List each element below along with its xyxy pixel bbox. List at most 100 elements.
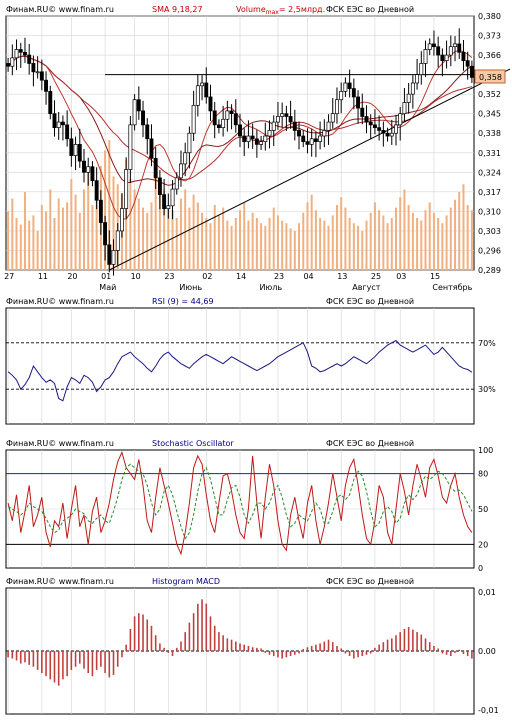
candle-body	[330, 113, 335, 123]
volume-bar	[108, 140, 111, 270]
macd-bar	[167, 651, 170, 653]
candle-body	[288, 116, 293, 123]
volume-bar	[441, 223, 444, 270]
candle-body	[115, 230, 120, 251]
macd-bar	[32, 651, 35, 667]
volume-bar	[167, 205, 170, 270]
candle-body	[187, 132, 192, 154]
volume-bar	[36, 231, 39, 270]
candle-body	[259, 141, 264, 145]
candle-body	[195, 85, 200, 106]
volume-bar	[243, 202, 246, 270]
last-price-marker: 0,358	[474, 69, 506, 84]
price-y-tick: 0,345	[478, 110, 501, 119]
macd-bar	[78, 651, 81, 664]
volume-bar	[15, 218, 18, 270]
macd-header-source: Финам.RU© www.finam.ru	[6, 577, 114, 586]
volume-bar	[306, 202, 309, 270]
volume-bar	[66, 202, 69, 270]
price-y-tick: 0,352	[478, 90, 501, 99]
price-x-tick: 27	[4, 272, 14, 281]
volume-bar	[470, 210, 473, 270]
volume-bar	[264, 225, 267, 270]
candle-body	[229, 110, 234, 115]
macd-bar	[142, 614, 144, 651]
macd-bar	[374, 647, 376, 651]
candle-body	[52, 113, 57, 128]
macd-bar	[49, 651, 52, 680]
price-y-axis: 0,3800,3730,3660,3590,3520,3450,3380,331…	[478, 12, 501, 275]
candle-body	[267, 130, 272, 137]
candle-body	[275, 116, 280, 123]
macd-bar	[424, 638, 427, 651]
macd-bar	[234, 641, 237, 651]
volume-bar	[302, 212, 305, 270]
volume-bar	[276, 215, 279, 270]
rsi-header-source: Финам.RU© www.finam.ru	[6, 297, 114, 306]
volume-bar	[327, 225, 330, 270]
macd-bar	[150, 625, 153, 651]
candle-body	[128, 124, 133, 170]
candle-body	[322, 130, 327, 137]
macd-bar	[24, 651, 26, 663]
volume-bar	[239, 210, 241, 270]
macd-bar	[382, 642, 385, 651]
price-month-label: Сентябрь	[432, 283, 472, 292]
candle-body	[457, 43, 462, 53]
candle-body	[263, 135, 268, 142]
stoch-lines	[7, 450, 473, 556]
macd-bar	[348, 651, 351, 657]
macd-bar	[319, 643, 321, 651]
volume-bar	[196, 202, 199, 270]
price-y-tick: 0,373	[478, 32, 501, 41]
stoch-y-tick: 0	[478, 564, 483, 573]
macd-bar	[11, 651, 14, 659]
volume-bar	[188, 207, 191, 270]
macd-bar	[458, 649, 461, 651]
volume-bar	[462, 184, 465, 270]
macd-bar	[108, 651, 111, 678]
macd-bar	[378, 644, 380, 651]
macd-bar	[445, 651, 448, 655]
macd-bar	[294, 651, 296, 655]
candle-body	[284, 113, 289, 117]
volume-bar	[352, 223, 355, 270]
price-y-tick: 0,366	[478, 51, 501, 60]
volume-bar	[213, 205, 216, 270]
candle-body	[204, 82, 209, 98]
price-y-tick: 0,380	[478, 12, 501, 21]
volume-bar	[7, 211, 10, 270]
macd-bar	[45, 651, 47, 677]
candle-body	[360, 107, 365, 117]
volume-bar	[281, 220, 284, 270]
volume-prefix: Volume	[236, 5, 266, 14]
candle-body	[119, 208, 124, 232]
macd-bar	[205, 603, 208, 651]
volume-bar	[112, 176, 115, 270]
candle-body	[98, 199, 103, 223]
volume-bar	[335, 205, 338, 270]
macd-bar	[462, 651, 465, 655]
price-header-volume: Volumemax= 2,5млрд.	[236, 5, 325, 16]
stoch-grid	[6, 450, 474, 568]
candle-body	[145, 124, 150, 140]
candle-body	[208, 96, 213, 112]
macd-bar	[289, 651, 292, 657]
macd-bar	[471, 651, 473, 659]
price-header-sma: SMA 9,18,27	[152, 5, 203, 14]
volume-bar	[104, 150, 107, 270]
volume-bar	[357, 225, 360, 270]
volume-bar	[403, 189, 406, 270]
price-y-tick: 0,296	[478, 246, 501, 255]
candle-body	[313, 138, 318, 142]
rsi-line	[7, 339, 473, 402]
macd-bar	[226, 638, 229, 651]
macd-bar	[95, 651, 98, 670]
candle-body	[94, 180, 99, 201]
macd-bar	[336, 645, 338, 651]
candle-body	[162, 194, 167, 209]
macd-bar	[450, 651, 452, 657]
macd-bar	[192, 613, 195, 651]
stoch-header-title: Stochastic Oscillator	[152, 439, 234, 448]
trend-lines	[105, 68, 511, 271]
